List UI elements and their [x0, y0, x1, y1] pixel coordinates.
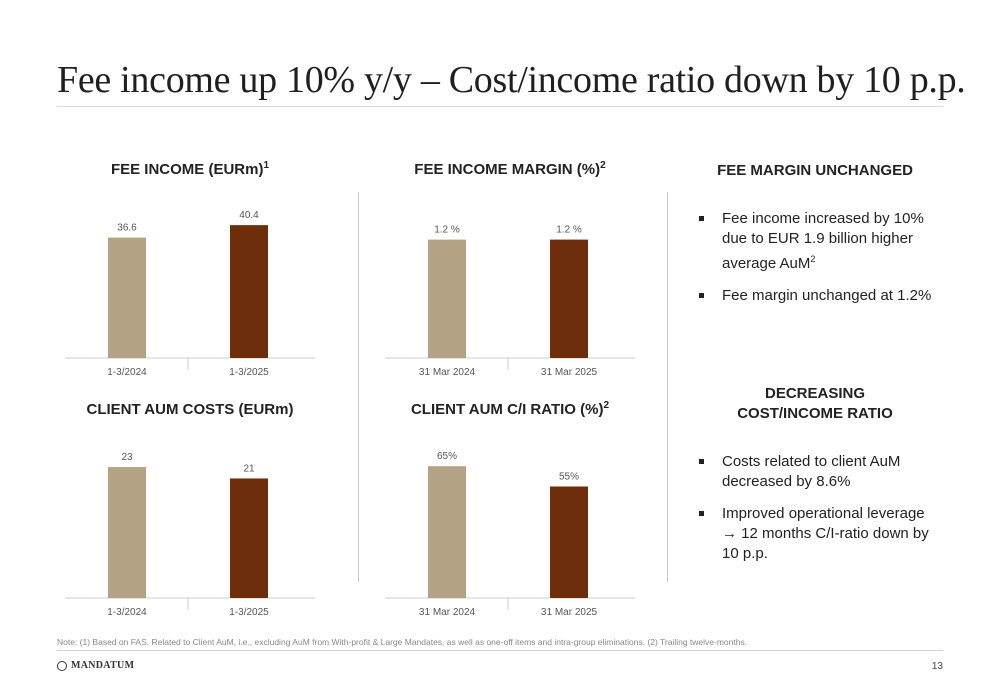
bar	[230, 225, 268, 358]
side-bullet: Improved operational leverage → 12 month…	[697, 504, 942, 564]
chart-fee-margin: FEE INCOME MARGIN (%)2 1.2 % 31 Mar 2024 1…	[385, 160, 635, 390]
data-label: 1.2 %	[556, 225, 582, 236]
data-label: 1.2 %	[434, 225, 460, 236]
data-label: 55%	[559, 471, 579, 482]
data-label: 21	[243, 463, 255, 474]
chart-aum-costs-plot: 23 1-3/2024 21 1-3/2025	[65, 452, 315, 618]
x-tick-label: 1-3/2025	[229, 607, 269, 618]
bar	[230, 478, 268, 598]
title-divider	[57, 106, 943, 107]
page-number: 13	[931, 661, 943, 672]
side-bullet: Fee margin unchanged at 1.2%	[697, 286, 942, 306]
chart-fee-income-plot: 36.6 1-3/2024 40.4 1-3/2025	[65, 210, 315, 378]
data-label: 65%	[437, 451, 457, 462]
bar	[550, 486, 588, 598]
chart-title: FEE INCOME (EURm)1	[110, 160, 270, 178]
footer-divider	[57, 650, 943, 651]
logo-mark-icon	[57, 660, 67, 671]
bar	[550, 239, 588, 358]
x-tick-label: 1-3/2024	[107, 367, 147, 378]
data-label: 36.6	[117, 223, 137, 234]
data-label: 23	[121, 452, 133, 463]
x-tick-label: 31 Mar 2025	[541, 607, 598, 618]
chart-aum-costs: CLIENT AUM COSTS (EURm) 23 1-3/2024 21 1-3/…	[65, 400, 315, 630]
data-label: 40.4	[239, 210, 259, 221]
x-tick-label: 31 Mar 2024	[419, 367, 476, 378]
x-tick-label: 31 Mar 2024	[419, 607, 476, 618]
chart-aum-ci-plot: 65% 31 Mar 2024 55% 31 Mar 2025	[385, 451, 635, 618]
chart-fee-margin-plot: 1.2 % 31 Mar 2024 1.2 % 31 Mar 2025	[385, 225, 635, 378]
chart-title: CLIENT AUM COSTS (EURm)	[86, 401, 294, 418]
page-title: Fee income up 10% y/y – Cost/income rati…	[57, 59, 966, 101]
x-tick-label: 31 Mar 2025	[541, 367, 598, 378]
company-logo: MANDATUM	[57, 660, 134, 671]
chart-aum-ci: CLIENT AUM C/I RATIO (%)2 65% 31 Mar 2024…	[385, 400, 635, 630]
side-bullet: Fee income increased by 10% due to EUR 1…	[697, 209, 942, 274]
logo-text: MANDATUM	[71, 660, 135, 671]
x-tick-label: 1-3/2024	[107, 607, 147, 618]
side-bullets-fee-margin: Fee income increased by 10% due to EUR 1…	[697, 209, 942, 318]
chart-title: CLIENT AUM C/I RATIO (%)2	[410, 400, 610, 418]
bar	[108, 467, 146, 598]
side-bullet: Costs related to client AuM decreased by…	[697, 452, 942, 492]
side-bullets-cost-income: Costs related to client AuM decreased by…	[697, 452, 942, 576]
side-divider	[667, 192, 668, 582]
footnote: Note: (1) Based on FAS. Related to Clien…	[57, 637, 748, 647]
bar	[108, 237, 146, 358]
chart-divider	[358, 192, 359, 582]
chart-fee-income: FEE INCOME (EURm)1 36.6 1-3/2024 40.4 1-3/2…	[65, 160, 315, 390]
side-heading-line: DECREASING	[764, 385, 865, 402]
side-heading-fee-margin: FEE MARGIN UNCHANGED	[717, 162, 913, 179]
side-heading-line: COST/INCOME RATIO	[737, 405, 893, 422]
side-heading-cost-income: DECREASING COST/INCOME RATIO	[690, 384, 940, 424]
chart-title: FEE INCOME MARGIN (%)2	[414, 160, 606, 178]
bar	[428, 466, 466, 598]
x-tick-label: 1-3/2025	[229, 367, 269, 378]
bar	[428, 239, 466, 358]
